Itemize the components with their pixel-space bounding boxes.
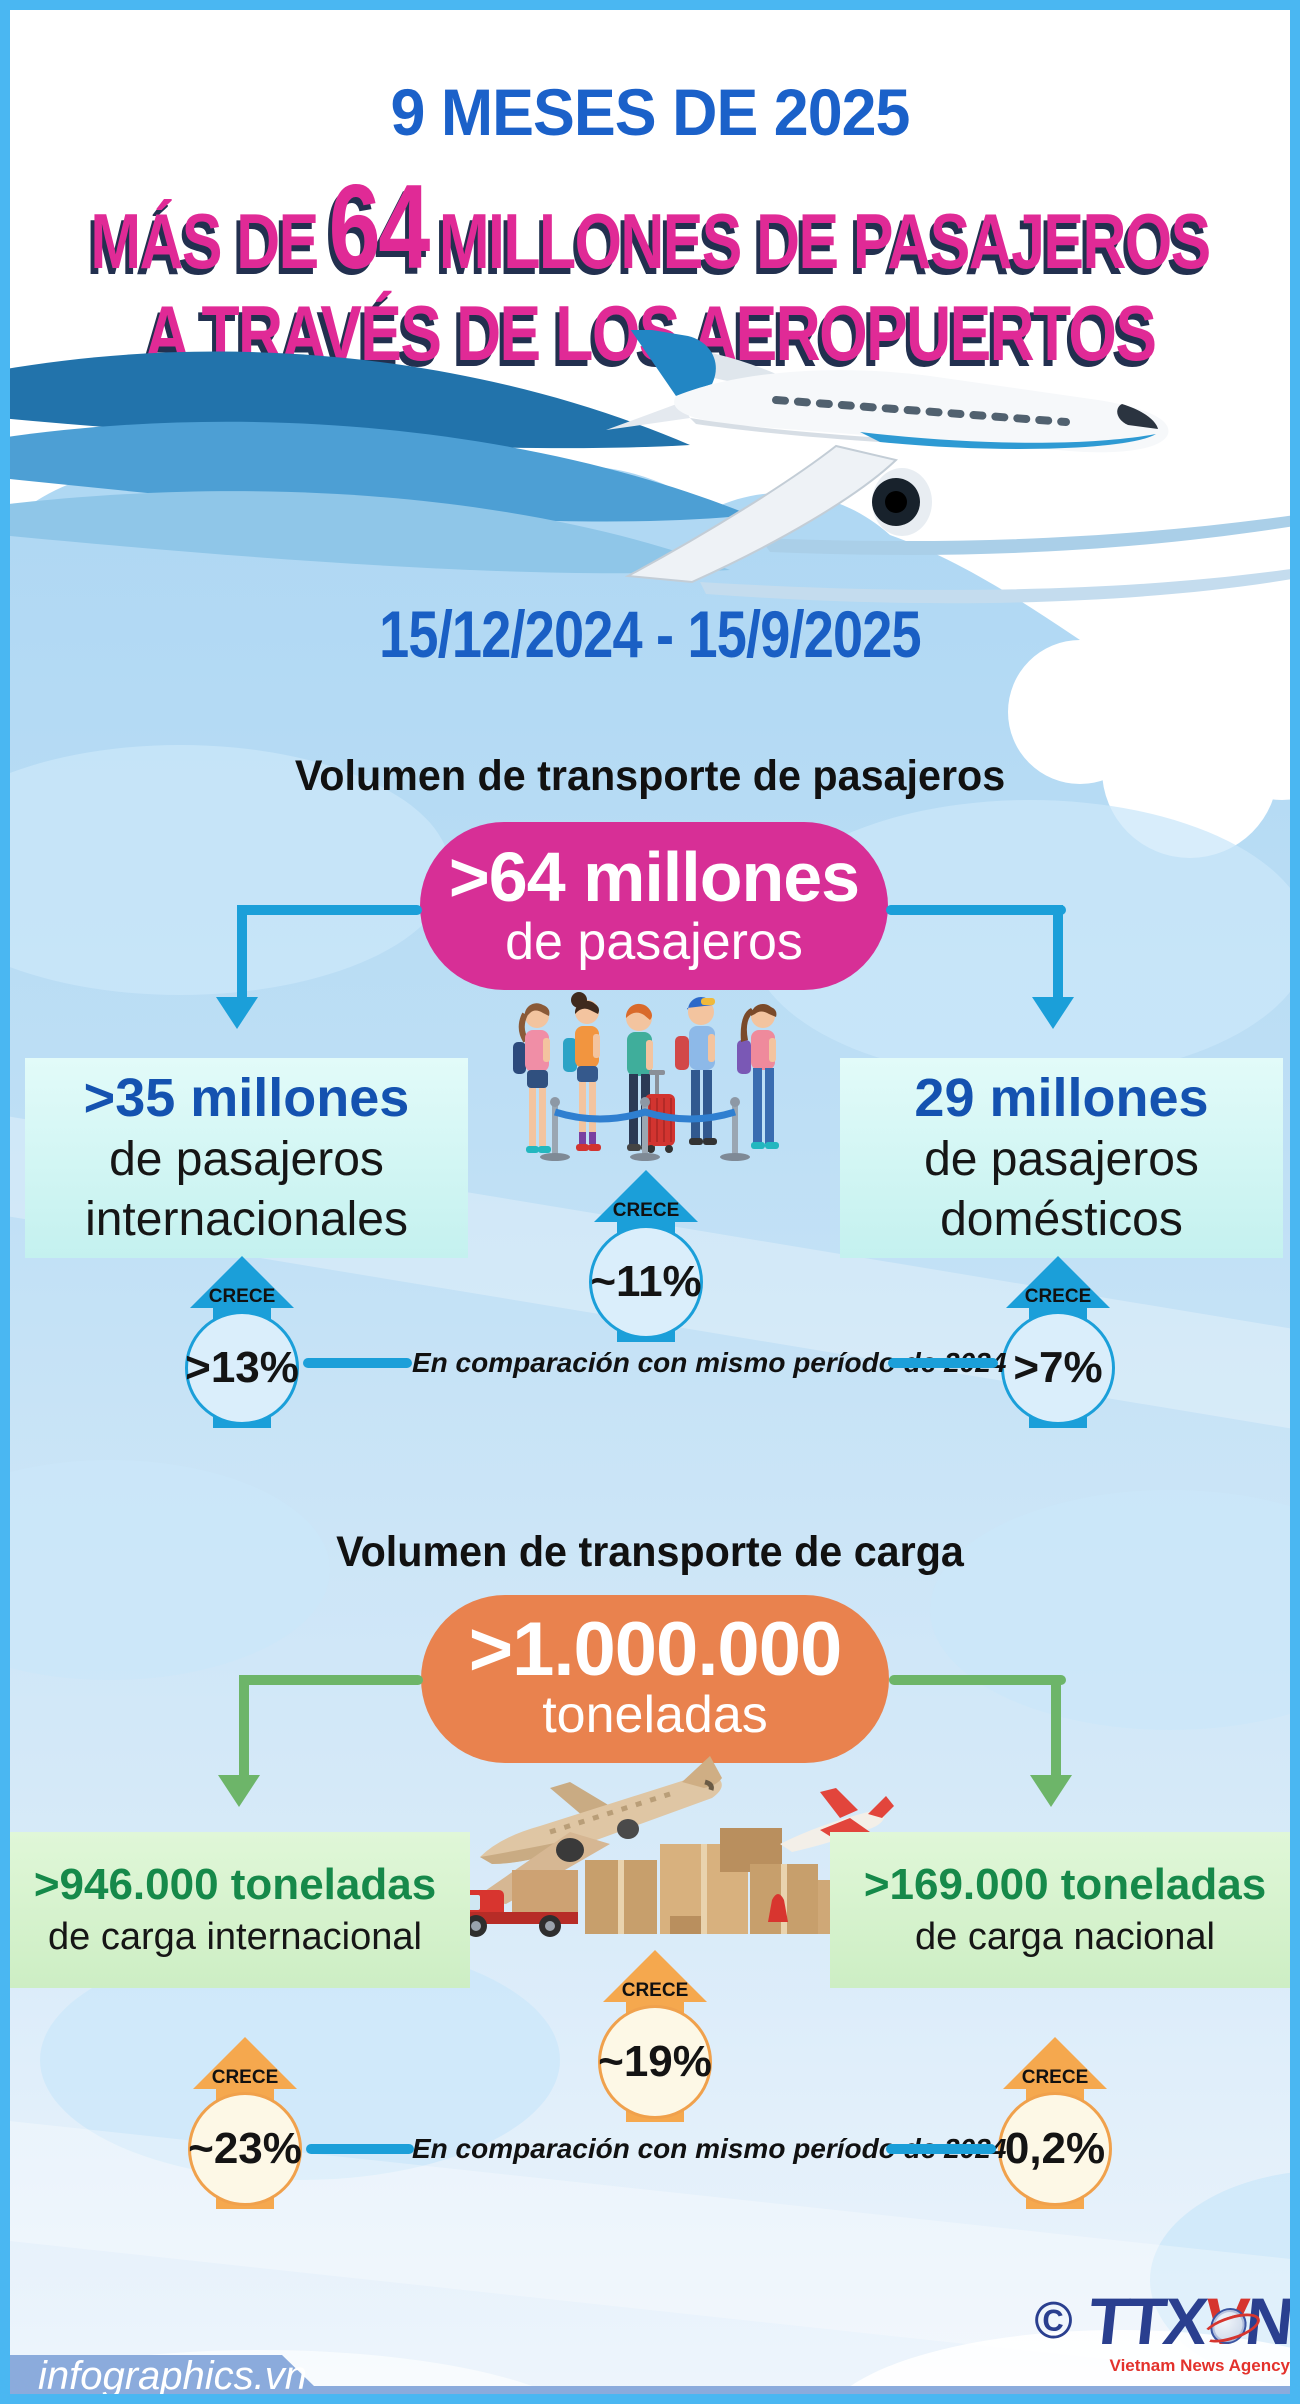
intl-cargo-box: >946.000 toneladas de carga internaciona… — [0, 1832, 470, 1988]
growth-value-badge: >7% — [1001, 1311, 1115, 1425]
growth-intl-passengers: CRECE >13% — [182, 1256, 302, 1428]
headline-prefix: MÁS DE — [90, 197, 319, 285]
cargo-connector-right — [889, 1675, 1066, 1685]
connector-right — [886, 905, 1066, 915]
cargo-comparison-line-right — [886, 2144, 996, 2154]
domestic-passengers-value: 29 millones — [914, 1068, 1209, 1128]
queue-barrier — [540, 1097, 750, 1161]
growth-value-badge: ~23% — [188, 2092, 302, 2206]
growth-domestic-cargo: CRECE 0,2% — [995, 2037, 1115, 2209]
agency-logo-block: © TTXVN Vietnam News Agency — [940, 2284, 1294, 2376]
comparison-line-left — [303, 1358, 412, 1368]
growth-total-cargo: CRECE ~19% — [595, 1950, 715, 2122]
cargo-total-value: >1.000.000 — [468, 1607, 842, 1692]
passengers-section-title: Volumen de transporte de pasajeros — [294, 752, 1006, 800]
connector-right-arrowhead — [1032, 997, 1074, 1029]
growth-value-badge: ~19% — [598, 2005, 712, 2119]
copyright-icon: © — [1034, 2292, 1073, 2350]
svg-text:CRECE: CRECE — [613, 1200, 680, 1221]
growth-value-badge: 0,2% — [998, 2092, 1112, 2206]
svg-text:CRECE: CRECE — [1025, 1286, 1092, 1307]
passengers-total-badge: >64 millones de pasajeros — [420, 822, 888, 990]
svg-text:CRECE: CRECE — [209, 1286, 276, 1307]
svg-text:CRECE: CRECE — [1022, 2067, 1089, 2088]
intl-passengers-value: >35 millones — [83, 1068, 410, 1128]
cargo-total-badge: >1.000.000 toneladas — [421, 1595, 889, 1763]
jet-airplane — [606, 330, 1169, 584]
cargo-connector-right-arrowhead — [1030, 1775, 1072, 1807]
intl-cargo-value: >946.000 toneladas — [33, 1860, 437, 1909]
cargo-connector-left — [244, 1675, 423, 1685]
cargo-connector-left-arrowhead — [218, 1775, 260, 1807]
delivery-truck — [454, 1870, 578, 1937]
date-range: 15/12/2024 - 15/9/2025 — [379, 597, 922, 671]
cargo-comparison-line-left — [306, 2144, 414, 2154]
connector-left-arrowhead — [216, 997, 258, 1029]
ttxvn-logo: TTXVN — [1084, 2284, 1294, 2358]
site-label: infographics.vn — [38, 2354, 308, 2398]
connector-left-drop — [237, 905, 247, 997]
passengers-total-value: >64 millones — [448, 838, 860, 916]
connector-right-drop — [1053, 905, 1063, 997]
intl-passengers-box: >35 millones de pasajeros internacionale… — [25, 1058, 468, 1258]
domestic-cargo-box: >169.000 toneladas de carga nacional — [830, 1832, 1300, 1988]
connector-left — [242, 905, 422, 915]
svg-text:CRECE: CRECE — [622, 1980, 689, 2001]
cargo-connector-right-drop — [1051, 1675, 1061, 1775]
passengers-total-unit: de pasajeros — [505, 913, 803, 971]
cargo-section-title: Volumen de transporte de carga — [336, 1528, 964, 1576]
growth-value-badge: >13% — [185, 1311, 299, 1425]
growth-value-badge: ~11% — [589, 1225, 703, 1339]
agency-name: Vietnam News Agency — [1109, 2356, 1290, 2375]
footer-banner — [10, 2355, 1290, 2396]
passenger-queue-illustration — [513, 992, 779, 1161]
comparison-line-right — [888, 1358, 998, 1368]
growth-intl-cargo: CRECE ~23% — [185, 2037, 305, 2209]
domestic-passengers-box: 29 millones de pasajeros domésticos — [840, 1058, 1283, 1258]
domestic-cargo-value: >169.000 toneladas — [863, 1860, 1267, 1909]
cargo-connector-left-drop — [239, 1675, 249, 1775]
airplane-illustration — [0, 330, 1298, 604]
period-title: 9 MESES DE 2025 — [390, 75, 911, 149]
cargo-illustration — [454, 1756, 894, 1937]
cardboard-boxes — [585, 1828, 868, 1934]
growth-total-passengers: CRECE ~11% — [586, 1170, 706, 1342]
cargo-total-unit: toneladas — [542, 1686, 768, 1744]
headline-number: 64 — [328, 160, 431, 294]
cargo-comparison-note: En comparación con mismo período de 2024 — [412, 2133, 1007, 2164]
svg-text:CRECE: CRECE — [212, 2067, 279, 2088]
toy-figure — [768, 1894, 788, 1922]
headline-line1: MÁS DE 64 MILLONES DE PASAJEROS — [90, 158, 1211, 296]
headline-suffix: MILLONES DE PASAJEROS — [438, 197, 1211, 285]
swoosh-light — [0, 491, 730, 574]
cargo-plane — [472, 1756, 722, 1904]
growth-domestic-passengers: CRECE >7% — [998, 1256, 1118, 1428]
passengers-comparison-note: En comparación con mismo período de 2024 — [412, 1347, 1007, 1378]
